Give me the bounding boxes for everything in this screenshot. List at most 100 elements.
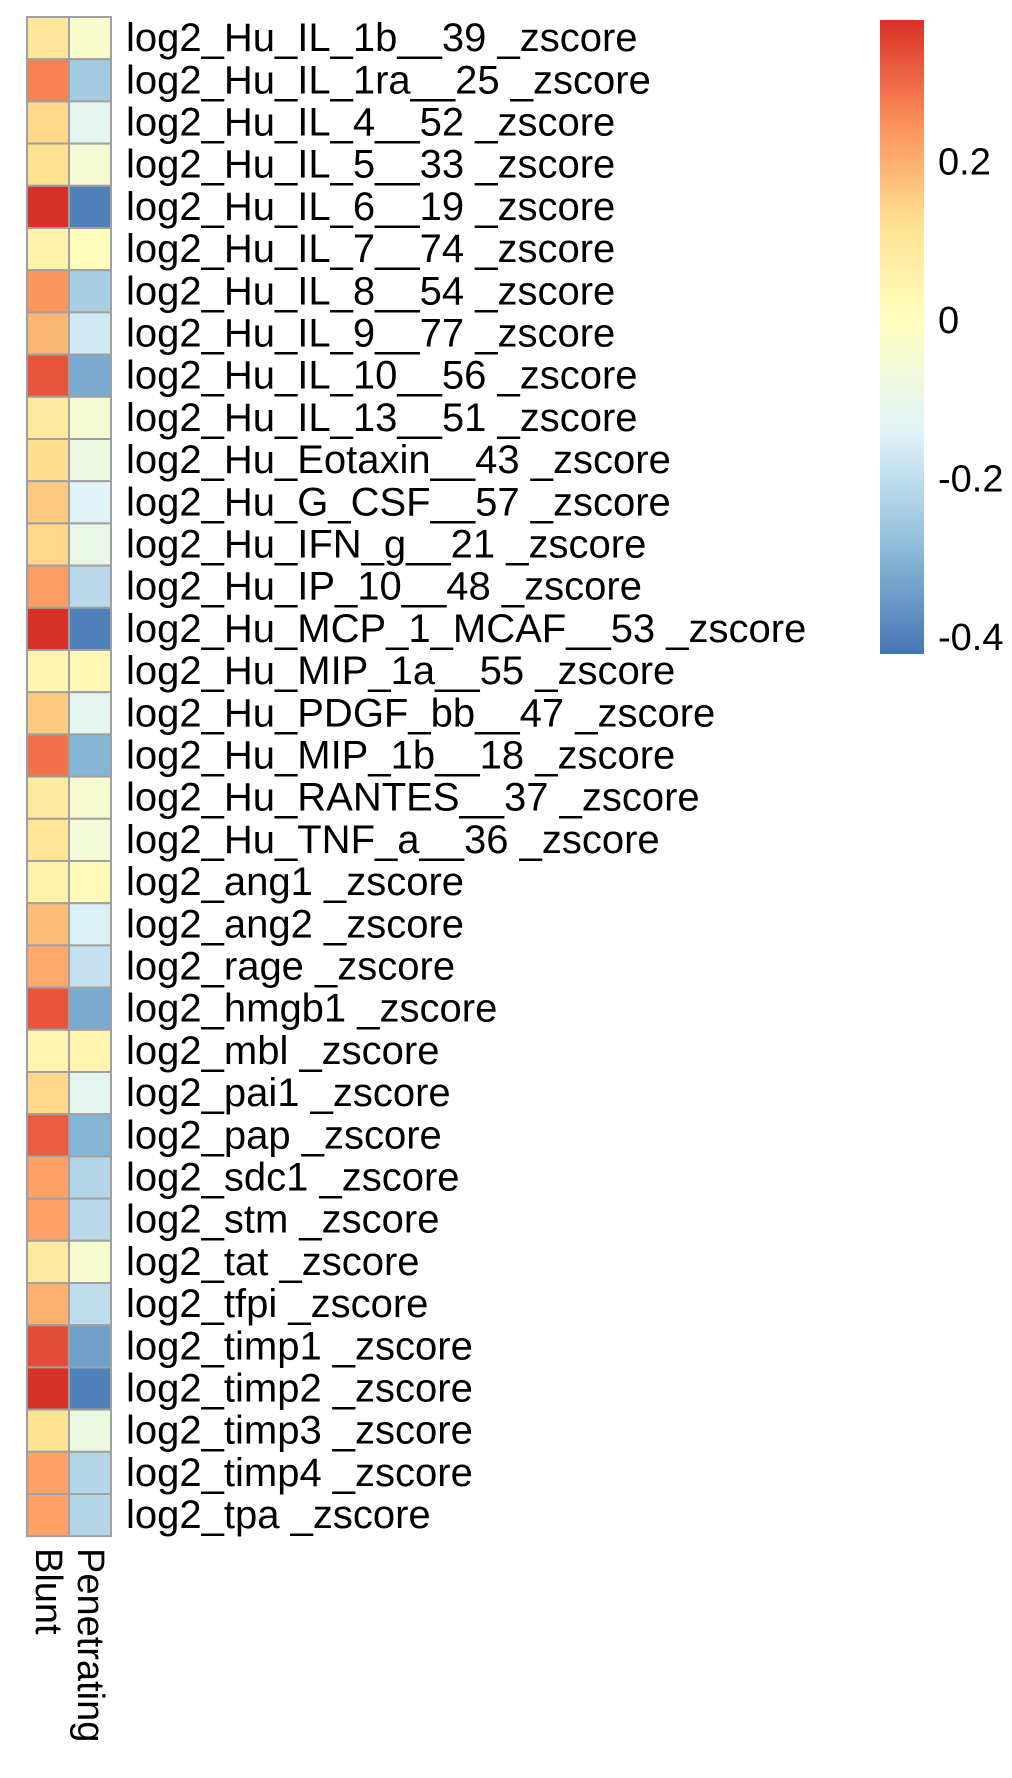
heatmap-cell-blunt-5	[26, 227, 70, 272]
heatmap-cell-penetrating-24	[68, 1028, 112, 1074]
heatmap-cell-penetrating-11	[68, 480, 112, 525]
heatmap-cell-penetrating-10	[68, 438, 112, 483]
heatmap-cell-penetrating-21	[68, 902, 112, 947]
heatmap-cell-penetrating-6	[68, 269, 112, 314]
row-label: log2_ang2 _zscore	[126, 902, 464, 946]
row-label: log2_timp4 _zscore	[126, 1451, 473, 1495]
legend-color-bar	[880, 20, 924, 654]
heatmap-cell-penetrating-13	[68, 564, 112, 609]
heatmap-cell-penetrating-2	[68, 100, 112, 145]
heatmap-cell-blunt-32	[26, 1366, 70, 1411]
legend-tick-label: 0.2	[938, 142, 991, 184]
heatmap-cell-penetrating-15	[68, 649, 112, 694]
heatmap-cell-blunt-24	[26, 1028, 70, 1074]
heatmap-cells	[26, 16, 112, 1538]
heatmap-cell-blunt-26	[26, 1113, 70, 1158]
heatmap-cell-blunt-2	[26, 100, 70, 145]
row-label: log2_Hu_MIP_1b__18 _zscore	[126, 734, 675, 778]
heatmap-cell-penetrating-12	[68, 522, 112, 567]
heatmap-cell-blunt-34	[26, 1450, 70, 1496]
row-label: log2_Hu_TNF_a__36 _zscore	[126, 818, 660, 862]
heatmap-cell-blunt-6	[26, 269, 70, 314]
color-legend: 0.2 0 -0.2 -0.4	[880, 20, 1003, 659]
heatmap-cell-blunt-1	[26, 58, 70, 103]
heatmap-cell-blunt-13	[26, 564, 70, 609]
heatmap-cell-penetrating-31	[68, 1324, 112, 1369]
column-label-penetrating: Penetrating	[69, 1548, 111, 1742]
heatmap-cell-blunt-27	[26, 1155, 70, 1200]
heatmap-cell-blunt-21	[26, 902, 70, 947]
heatmap-cell-blunt-4	[26, 184, 70, 230]
row-label: log2_Hu_IL_9__77 _zscore	[126, 312, 615, 356]
heatmap-cell-penetrating-25	[68, 1071, 112, 1116]
heatmap-cell-blunt-23	[26, 986, 70, 1031]
heatmap-cell-penetrating-8	[68, 353, 112, 398]
row-label: log2_Hu_IFN_g__21 _zscore	[126, 523, 646, 567]
row-label: log2_Hu_IP_10__48 _zscore	[126, 565, 642, 609]
legend-tick-label: -0.2	[938, 459, 1003, 501]
heatmap-cell-penetrating-9	[68, 395, 112, 440]
heatmap-cell-blunt-29	[26, 1239, 70, 1285]
row-label: log2_Hu_Eotaxin__43 _zscore	[126, 438, 671, 482]
heatmap-cell-blunt-33	[26, 1408, 70, 1453]
heatmap-cell-blunt-9	[26, 395, 70, 440]
heatmap-cell-blunt-14	[26, 606, 70, 651]
row-label: log2_Hu_IL_13__51 _zscore	[126, 396, 638, 440]
heatmap-cell-penetrating-32	[68, 1366, 112, 1411]
row-label: log2_Hu_IL_4__52 _zscore	[126, 101, 615, 145]
row-label: log2_Hu_MCP_1_MCAF__53 _zscore	[126, 607, 806, 651]
heatmap-cell-penetrating-4	[68, 184, 112, 230]
row-label: log2_Hu_IL_7__74 _zscore	[126, 227, 615, 271]
row-label: log2_hmgb1 _zscore	[126, 987, 497, 1031]
heatmap-cell-blunt-7	[26, 311, 70, 356]
heatmap-cell-penetrating-26	[68, 1113, 112, 1158]
heatmap-cell-penetrating-16	[68, 691, 112, 736]
row-labels: log2_Hu_IL_1b__39 _zscorelog2_Hu_IL_1ra_…	[126, 16, 806, 1537]
row-label: log2_Hu_IL_6__19 _zscore	[126, 185, 615, 229]
heatmap-cell-blunt-17	[26, 733, 70, 778]
heatmap-cell-penetrating-23	[68, 986, 112, 1031]
heatmap-cell-blunt-18	[26, 775, 70, 820]
row-label: log2_tpa _zscore	[126, 1493, 431, 1537]
heatmap-cell-blunt-35	[26, 1493, 70, 1538]
row-label: log2_Hu_IL_1ra__25 _zscore	[126, 58, 651, 102]
heatmap-cell-penetrating-27	[68, 1155, 112, 1200]
row-label: log2_Hu_IL_5__33 _zscore	[126, 143, 615, 187]
heatmap-cell-penetrating-28	[68, 1197, 112, 1242]
row-label: log2_sdc1 _zscore	[126, 1156, 460, 1200]
heatmap-cell-blunt-8	[26, 353, 70, 398]
row-label: log2_Hu_PDGF_bb__47 _zscore	[126, 691, 715, 735]
row-label: log2_Hu_IL_10__56 _zscore	[126, 354, 638, 398]
row-label: log2_rage _zscore	[126, 945, 455, 989]
heatmap-cell-blunt-30	[26, 1282, 70, 1327]
row-label: log2_ang1 _zscore	[126, 860, 464, 904]
heatmap-cell-penetrating-5	[68, 227, 112, 272]
heatmap-cell-blunt-11	[26, 480, 70, 525]
row-label: log2_pai1 _zscore	[126, 1071, 451, 1115]
heatmap-cell-blunt-28	[26, 1197, 70, 1242]
row-label: log2_timp2 _zscore	[126, 1367, 473, 1411]
heatmap-cell-penetrating-0	[68, 16, 112, 61]
row-label: log2_Hu_G_CSF__57 _zscore	[126, 480, 671, 524]
heatmap-cell-blunt-15	[26, 649, 70, 694]
column-label-blunt: Blunt	[27, 1548, 69, 1635]
heatmap-cell-penetrating-18	[68, 775, 112, 820]
heatmap-cell-blunt-3	[26, 142, 70, 187]
row-label: log2_timp1 _zscore	[126, 1324, 473, 1368]
heatmap-cell-penetrating-19	[68, 817, 112, 862]
row-label: log2_tfpi _zscore	[126, 1282, 428, 1326]
heatmap-cell-penetrating-30	[68, 1282, 112, 1327]
row-label: log2_Hu_IL_1b__39 _zscore	[126, 16, 638, 60]
heatmap-cell-penetrating-35	[68, 1493, 112, 1538]
row-label: log2_Hu_MIP_1a__55 _zscore	[126, 649, 675, 693]
heatmap-cell-penetrating-17	[68, 733, 112, 778]
heatmap-cell-penetrating-22	[68, 944, 112, 989]
heatmap-cell-blunt-19	[26, 817, 70, 862]
heatmap-cell-blunt-20	[26, 860, 70, 905]
heatmap-cell-penetrating-1	[68, 58, 112, 103]
heatmap-cell-penetrating-33	[68, 1408, 112, 1453]
row-label: log2_stm _zscore	[126, 1198, 439, 1242]
heatmap-cell-penetrating-29	[68, 1239, 112, 1285]
heatmap-cell-blunt-12	[26, 522, 70, 567]
